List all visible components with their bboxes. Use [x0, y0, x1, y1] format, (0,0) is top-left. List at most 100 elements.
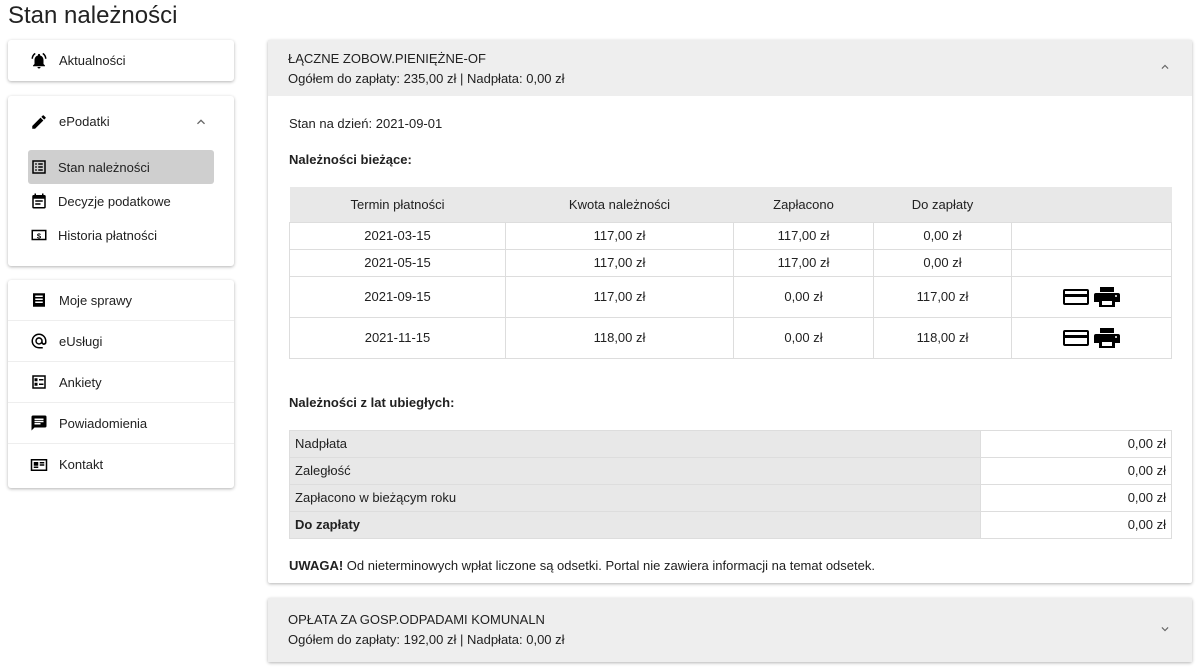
table-row: Nadpłata 0,00 zł	[289, 429, 1172, 458]
date-line: Stan na dzień: 2021-09-01	[289, 116, 443, 131]
cell-amount: 117,00 zł	[505, 275, 734, 318]
cell-actions	[1011, 316, 1172, 359]
panel-summary: Ogółem do zapłaty: 235,00 zł | Nadpłata:…	[288, 71, 565, 86]
survey-icon	[32, 375, 46, 389]
cell-due: 0,00 zł	[873, 248, 1012, 277]
calendar-icon	[32, 193, 46, 209]
cell-paid: 117,00 zł	[733, 248, 874, 277]
sidebar-item-label: Kontakt	[59, 457, 104, 472]
sidebar-item-ankiety[interactable]: Ankiety	[8, 362, 234, 403]
cell-paid: 117,00 zł	[733, 221, 874, 250]
table-row: 2021-09-15 117,00 zł 0,00 zł 117,00 zł	[289, 275, 1172, 318]
sidebar-item-euslugi[interactable]: eUsługi	[8, 321, 234, 362]
row-label: Zaległość	[289, 456, 981, 485]
credit-card-icon[interactable]	[1062, 326, 1090, 350]
cell-actions	[1011, 221, 1172, 250]
chevron-up-icon[interactable]	[1158, 60, 1172, 74]
row-value: 0,00 zł	[980, 456, 1172, 485]
column-header	[1011, 187, 1172, 222]
sidebar-item-label: Moje sprawy	[59, 292, 132, 308]
sidebar-item-label: Aktualności	[59, 53, 126, 68]
sidebar-item-aktualnosci[interactable]: Aktualności	[8, 40, 234, 81]
table-row: 2021-05-15 117,00 zł 117,00 zł 0,00 zł	[289, 248, 1172, 277]
note-bold: UWAGA!	[289, 557, 344, 573]
sidebar-group-epodatki[interactable]: ePodatki	[8, 101, 234, 142]
panel-title: OPŁATA ZA GOSP.ODPADAMI KOMUNALN	[288, 612, 545, 627]
table-row: Do zapłaty 0,00 zł	[289, 510, 1172, 539]
cell-paid: 0,00 zł	[733, 275, 874, 318]
table-row: Zapłacono w bieżącym roku 0,00 zł	[289, 483, 1172, 512]
pencil-icon	[32, 114, 46, 129]
table-row: 2021-11-15 118,00 zł 0,00 zł 118,00 zł	[289, 316, 1172, 359]
sidebar-item-label: Stan należności	[58, 159, 150, 175]
page-title: Stan należności	[8, 2, 178, 29]
cell-amount: 117,00 zł	[505, 221, 734, 250]
past-heading: Należności z lat ubiegłych:	[289, 394, 455, 410]
sidebar-item-stan-naleznosci[interactable]: Stan należności	[28, 150, 214, 184]
contact-card-icon	[30, 458, 48, 471]
chevron-up-icon[interactable]	[193, 114, 209, 130]
panel-header[interactable]: ŁĄCZNE ZOBOW.PIENIĘŻNE-OF Ogółem do zapł…	[268, 40, 1192, 96]
panel-oplata-odpady: OPŁATA ZA GOSP.ODPADAMI KOMUNALN Ogółem …	[268, 598, 1192, 662]
sidebar-card-other: Moje sprawy eUsługi Ankiety Powiadomieni…	[8, 280, 234, 488]
current-heading: Należności bieżące:	[289, 152, 412, 167]
printer-icon[interactable]	[1093, 285, 1121, 309]
panel-title: ŁĄCZNE ZOBOW.PIENIĘŻNE-OF	[288, 51, 486, 66]
table-row: 2021-03-15 117,00 zł 117,00 zł 0,00 zł	[289, 221, 1172, 250]
cell-due: 0,00 zł	[873, 221, 1012, 250]
row-value: 0,00 zł	[980, 510, 1172, 539]
sidebar-item-powiadomienia[interactable]: Powiadomienia	[8, 403, 234, 444]
cell-due: 118,00 zł	[873, 316, 1012, 359]
sidebar-item-label: Decyzje podatkowe	[58, 193, 171, 209]
current-table: Termin płatności Kwota należności Zapłac…	[289, 187, 1172, 359]
panel-summary: Ogółem do zapłaty: 192,00 zł | Nadpłata:…	[288, 632, 565, 647]
row-label: Zapłacono w bieżącym roku	[289, 483, 981, 512]
bell-icon	[31, 52, 47, 68]
message-icon	[31, 415, 47, 431]
sidebar-item-label: ePodatki	[59, 114, 110, 129]
svg-text:$: $	[37, 231, 42, 240]
sidebar-item-label: Ankiety	[59, 374, 102, 390]
dollar-icon: $	[31, 229, 47, 240]
cell-actions	[1011, 248, 1172, 277]
panel-laczne-zobowiazania: ŁĄCZNE ZOBOW.PIENIĘŻNE-OF Ogółem do zapł…	[268, 40, 1192, 583]
cell-date: 2021-09-15	[289, 275, 506, 318]
printer-icon[interactable]	[1093, 326, 1121, 350]
row-label: Nadpłata	[289, 429, 981, 458]
sidebar-item-decyzje[interactable]: Decyzje podatkowe	[28, 184, 214, 218]
table-header: Termin płatności Kwota należności Zapłac…	[289, 187, 1172, 222]
cell-date: 2021-03-15	[289, 221, 506, 250]
row-value: 0,00 zł	[980, 429, 1172, 458]
cell-amount: 118,00 zł	[505, 316, 734, 359]
note: UWAGA! Od nieterminowych wpłat liczone s…	[289, 558, 1172, 573]
list-icon	[32, 160, 46, 174]
sidebar-card-news: Aktualności	[8, 40, 234, 81]
cell-actions	[1011, 275, 1172, 318]
sidebar-item-moje-sprawy[interactable]: Moje sprawy	[8, 280, 234, 321]
panel-header[interactable]: OPŁATA ZA GOSP.ODPADAMI KOMUNALN Ogółem …	[268, 598, 1192, 662]
column-header: Kwota należności	[505, 187, 734, 222]
row-value: 0,00 zł	[980, 483, 1172, 512]
credit-card-icon[interactable]	[1062, 285, 1090, 309]
sidebar-item-label: Powiadomienia	[59, 415, 148, 431]
cell-paid: 0,00 zł	[733, 316, 874, 359]
past-table: Nadpłata 0,00 zł Zaległość 0,00 zł Zapłaco…	[289, 429, 1172, 539]
sidebar-item-label: eUsługi	[59, 333, 103, 349]
sidebar-item-label: Historia płatności	[58, 227, 157, 243]
cell-due: 117,00 zł	[873, 275, 1012, 318]
chevron-down-icon[interactable]	[1158, 622, 1172, 636]
column-header: Do zapłaty	[873, 187, 1012, 222]
cell-amount: 117,00 zł	[505, 248, 734, 277]
table-row: Zaległość 0,00 zł	[289, 456, 1172, 485]
cell-date: 2021-05-15	[289, 248, 506, 277]
column-header: Termin płatności	[289, 187, 506, 222]
cell-date: 2021-11-15	[289, 316, 506, 359]
sidebar-item-kontakt[interactable]: Kontakt	[8, 444, 234, 485]
document-icon	[33, 293, 45, 307]
sidebar-card-epodatki: ePodatki Stan należności Decyzje podatko…	[8, 96, 234, 266]
note-text: Od nieterminowych wpłat liczone są odset…	[343, 557, 875, 573]
sidebar-item-historia[interactable]: $ Historia płatności	[28, 218, 214, 252]
row-label: Do zapłaty	[289, 510, 981, 539]
at-icon	[31, 333, 47, 349]
column-header: Zapłacono	[733, 187, 874, 222]
